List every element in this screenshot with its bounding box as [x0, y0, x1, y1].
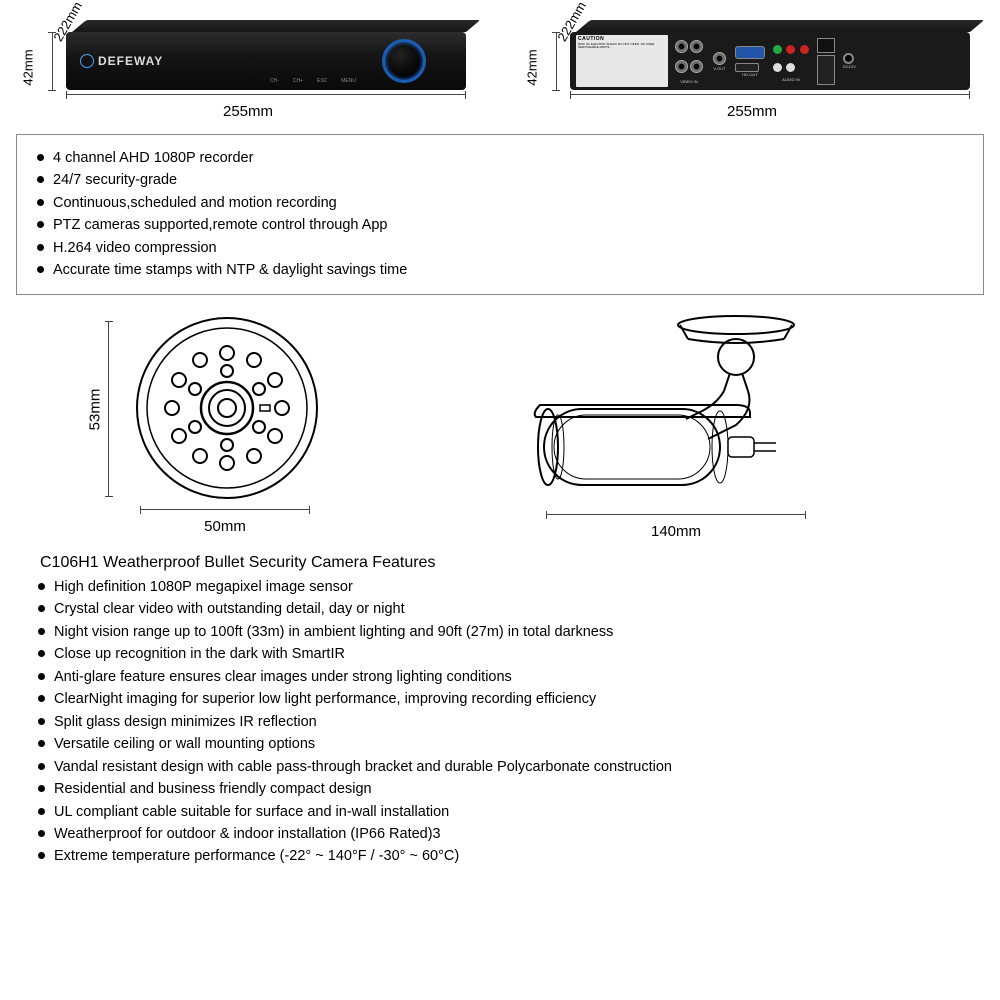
dvr-front-buttons: CH- CH+ ESC MENU [270, 78, 356, 84]
dvr-dimension-row: 222mm 42mm DEFEWAY CH- CH+ ESC MENU [16, 20, 984, 120]
camera-features-title: C106H1 Weatherproof Bullet Security Came… [40, 554, 964, 572]
dvr-btn-ch-minus: CH- [270, 78, 279, 84]
dvr-btn-ch-plus: CH+ [293, 78, 303, 84]
dvr-front-height-label: 42mm [21, 49, 36, 85]
camera-feature-item: Split glass design minimizes IR reflecti… [36, 711, 964, 733]
video-in-ports: VIDEO IN [672, 35, 706, 87]
dvr-feature-item: Accurate time stamps with NTP & daylight… [35, 259, 965, 281]
dvr-features-box: 4 channel AHD 1080P recorder 24/7 securi… [16, 134, 984, 295]
dvr-feature-item: 24/7 security-grade [35, 169, 965, 191]
port-label-video-in: VIDEO IN [674, 79, 704, 84]
dvr-btn-esc: ESC [317, 78, 327, 84]
power-port: DC12V [841, 35, 858, 87]
vga-hdmi-ports: HD-OUT [733, 35, 767, 87]
caution-label-icon: CAUTION RISK OF ELECTRIC SHOCK DO NOT OP… [576, 35, 668, 87]
dvr-front-render: DEFEWAY CH- CH+ ESC MENU [66, 20, 466, 90]
camera-diameter-label: 50mm [140, 518, 310, 535]
camera-feature-item: Close up recognition in the dark with Sm… [36, 643, 964, 665]
dvr-back-render: CAUTION RISK OF ELECTRIC SHOCK DO NOT OP… [570, 20, 970, 90]
dvr-front-width-label: 255mm [16, 103, 480, 120]
dvr-back-block: 222mm 42mm CAUTION RISK OF ELECTRIC SHOC… [520, 20, 984, 120]
camera-height-label: 53mm [86, 388, 103, 430]
usb-port-icon [817, 55, 835, 85]
ethernet-port-icon [817, 38, 835, 53]
port-label-vout: V-OUT [712, 66, 727, 71]
camera-feature-item: Anti-glare feature ensures clear images … [36, 666, 964, 688]
camera-feature-item: Vandal resistant design with cable pass-… [36, 756, 964, 778]
dvr-feature-item: Continuous,scheduled and motion recordin… [35, 192, 965, 214]
camera-feature-item: UL compliant cable suitable for surface … [36, 801, 964, 823]
vga-port-icon [735, 46, 765, 59]
camera-front-diagram [132, 313, 322, 503]
camera-features-section: C106H1 Weatherproof Bullet Security Came… [16, 554, 984, 868]
dvr-back-width-label: 255mm [520, 103, 984, 120]
camera-feature-item: Residential and business friendly compac… [36, 778, 964, 800]
port-label-dc: DC12V [843, 64, 856, 69]
camera-feature-item: ClearNight imaging for superior low ligh… [36, 688, 964, 710]
dvr-btn-menu: MENU [341, 78, 356, 84]
camera-side-diagram [436, 313, 866, 503]
camera-feature-item: Night vision range up to 100ft (33m) in … [36, 621, 964, 643]
port-label-hdout: HD-OUT [735, 72, 765, 77]
dvr-brand-logo: DEFEWAY [80, 54, 163, 68]
camera-length-label: 140mm [546, 523, 806, 540]
dvr-feature-item: 4 channel AHD 1080P recorder [35, 147, 965, 169]
camera-feature-item: Crystal clear video with outstanding det… [36, 598, 964, 620]
dvr-features-list: 4 channel AHD 1080P recorder 24/7 securi… [35, 147, 965, 282]
camera-feature-item: High definition 1080P megapixel image se… [36, 576, 964, 598]
dvr-back-height-label: 42mm [525, 49, 540, 85]
port-label-audio: AUDIO IN [773, 77, 809, 82]
camera-feature-item: Extreme temperature performance (-22° ~ … [36, 845, 964, 867]
hdmi-port-icon [735, 63, 759, 72]
camera-side-block: 140mm [436, 313, 954, 540]
network-usb-ports [815, 35, 837, 87]
brand-logo-icon [80, 54, 94, 68]
camera-features-list: High definition 1080P megapixel image se… [36, 576, 964, 868]
sensor-window-icon [260, 405, 270, 411]
camera-dimension-row: 53mm 50mm [16, 313, 984, 540]
camera-feature-item: Weatherproof for outdoor & indoor instal… [36, 823, 964, 845]
dvr-brand-text: DEFEWAY [98, 54, 163, 68]
video-out-port: V-OUT [710, 35, 729, 87]
dvr-feature-item: H.264 video compression [35, 237, 965, 259]
camera-front-block: 53mm 50mm [76, 313, 376, 540]
dvr-power-ring-icon [382, 39, 426, 83]
audio-ports: AUDIO IN [771, 35, 811, 87]
camera-feature-item: Versatile ceiling or wall mounting optio… [36, 733, 964, 755]
dvr-feature-item: PTZ cameras supported,remote control thr… [35, 214, 965, 236]
dvr-front-block: 222mm 42mm DEFEWAY CH- CH+ ESC MENU [16, 20, 480, 120]
